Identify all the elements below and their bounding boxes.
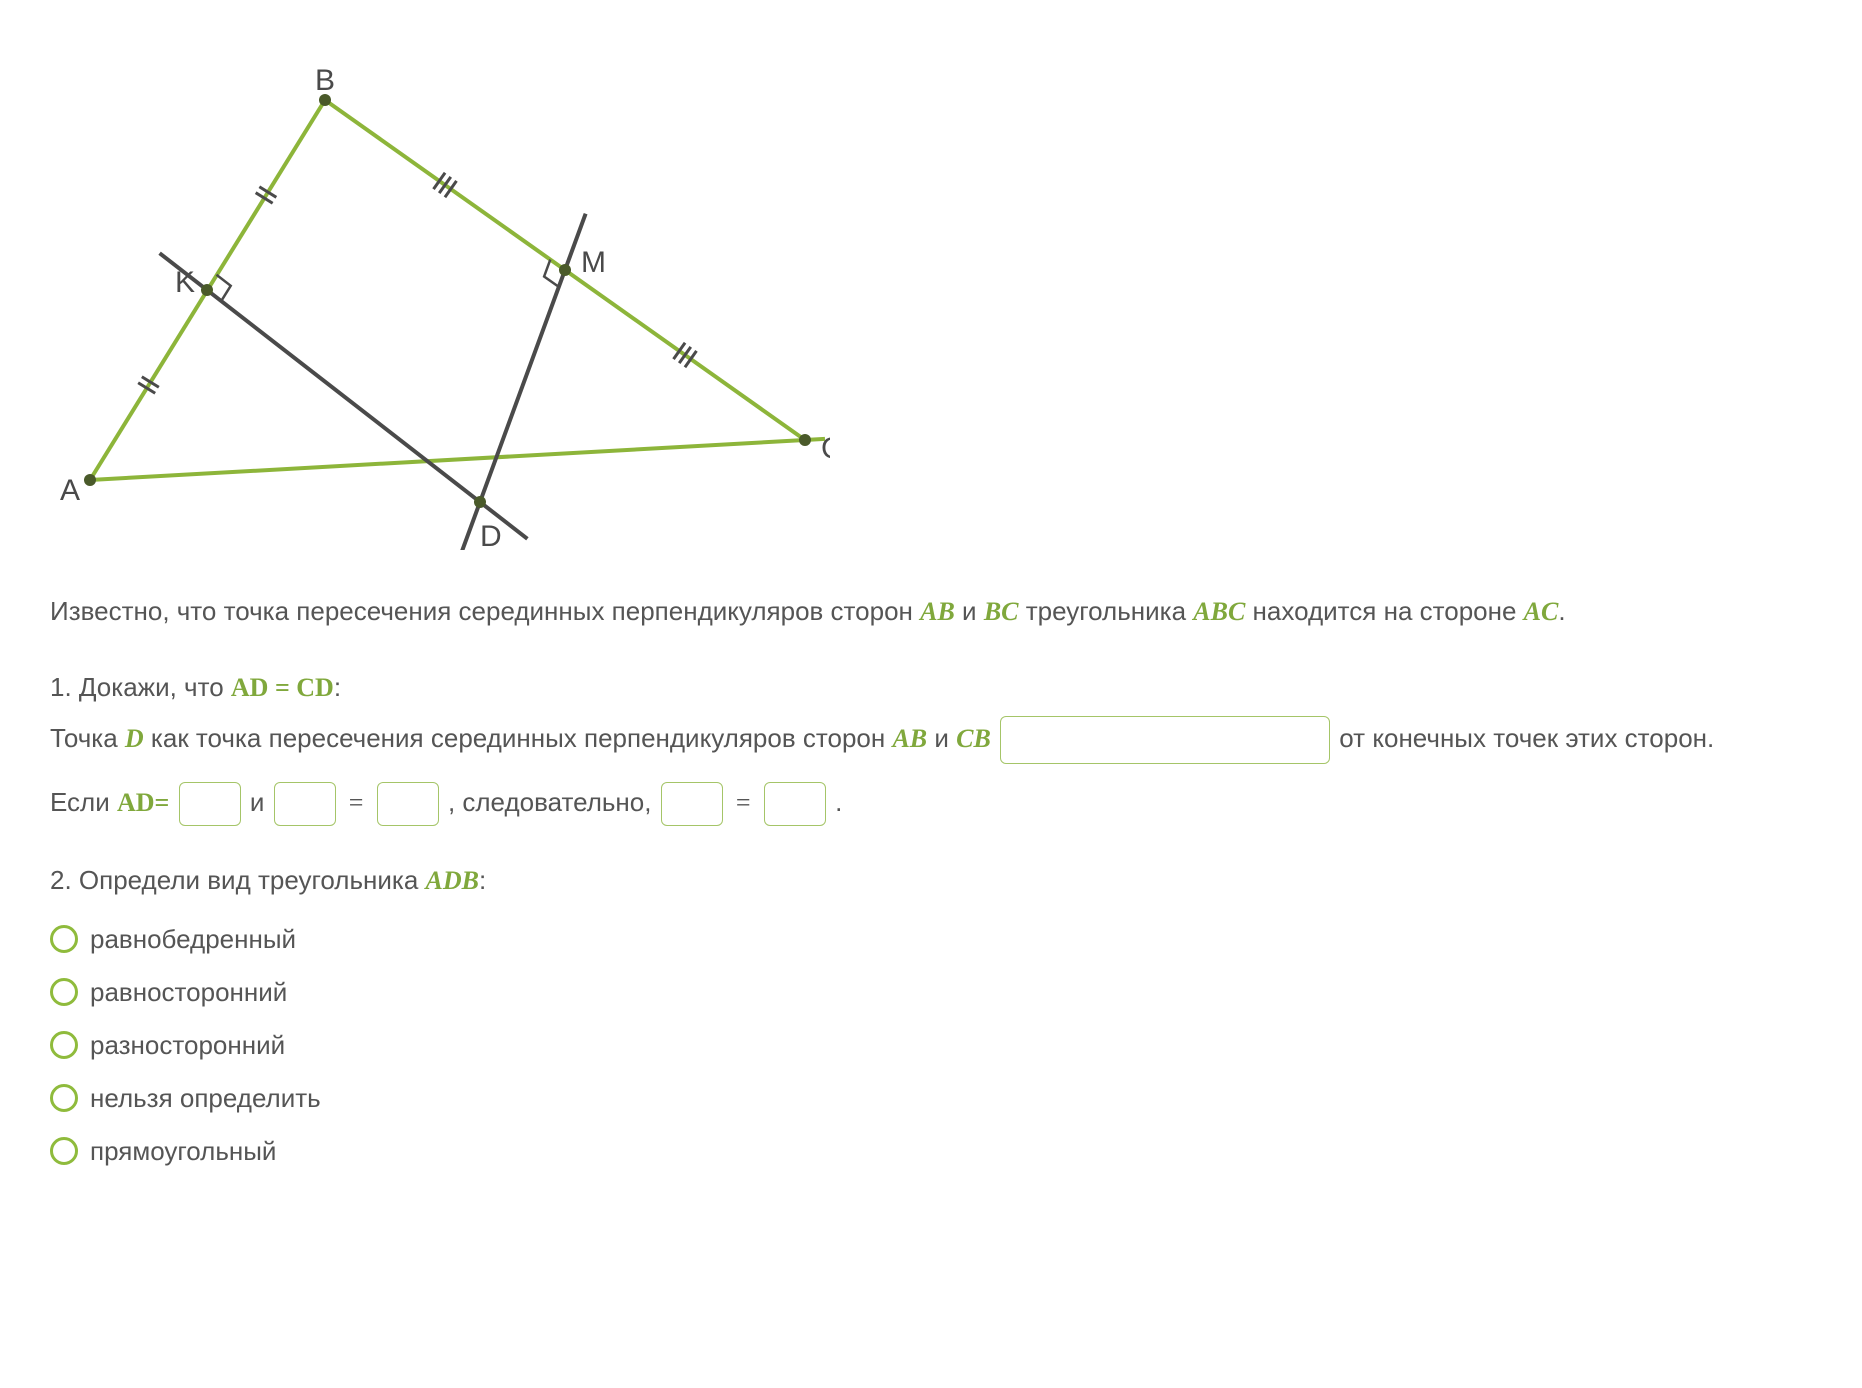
radio-option[interactable]: разносторонний [50, 1026, 1812, 1065]
q1-heading: 1. Докажи, что AD = CD: [50, 667, 1812, 709]
var-CB: CB [956, 724, 991, 753]
text: Известно, что точка пересечения серединн… [50, 596, 920, 626]
text: : [479, 865, 486, 895]
var-AB2: AB [892, 724, 927, 753]
intro-paragraph: Известно, что точка пересечения серединн… [50, 591, 1812, 633]
text [991, 723, 998, 753]
svg-text:D: D [480, 520, 502, 550]
equals-sign: = [736, 788, 751, 817]
var-AB: AB [920, 597, 955, 626]
radio-circle-icon [50, 1137, 78, 1165]
radio-label: разносторонний [90, 1026, 285, 1065]
equals-sign: = [349, 788, 364, 817]
text: . [1558, 596, 1565, 626]
blank-input-2[interactable] [179, 782, 241, 826]
text: как точка пересечения серединных перпенд… [144, 723, 893, 753]
radio-option[interactable]: равносторонний [50, 973, 1812, 1012]
text: : [334, 672, 341, 702]
svg-text:K: K [175, 266, 195, 299]
var-BC: BC [984, 597, 1019, 626]
svg-text:A: A [60, 474, 80, 507]
var-AC: AC [1524, 597, 1559, 626]
eq-AD-CD: AD = CD [231, 673, 334, 702]
text: , следовательно, [448, 787, 659, 817]
diagram-svg: A B C K M D [50, 40, 830, 550]
svg-text:C: C [821, 432, 830, 465]
var-AD: AD= [117, 788, 169, 817]
text: Точка [50, 723, 125, 753]
blank-input-6[interactable] [764, 782, 826, 826]
text: Если [50, 787, 117, 817]
radio-circle-icon [50, 1084, 78, 1112]
radio-label: равнобедренный [90, 920, 296, 959]
radio-group-triangle-type: равнобедренный равносторонний разносторо… [50, 920, 1812, 1171]
text: и [955, 596, 984, 626]
text: и [927, 723, 956, 753]
text: 1. Докажи, что [50, 672, 231, 702]
radio-option[interactable]: нельзя определить [50, 1079, 1812, 1118]
geometry-diagram: A B C K M D [50, 40, 1812, 561]
text: . [835, 787, 842, 817]
text: и [250, 787, 272, 817]
var-ABC: ABC [1193, 597, 1245, 626]
blank-input-3[interactable] [274, 782, 336, 826]
radio-circle-icon [50, 925, 78, 953]
text: находится на стороне [1245, 596, 1523, 626]
radio-label: нельзя определить [90, 1079, 321, 1118]
var-ADB: ADB [426, 866, 479, 895]
q2-heading: 2. Определи вид треугольника ADB: [50, 860, 1812, 902]
text: 2. Определи вид треугольника [50, 865, 426, 895]
text: от конечных точек этих сторон. [1339, 723, 1714, 753]
radio-circle-icon [50, 1031, 78, 1059]
var-D: D [125, 724, 144, 753]
text: треугольника [1019, 596, 1194, 626]
q1-line3: Если AD= и = , следовательно, = . [50, 782, 1812, 826]
radio-option[interactable]: прямоугольный [50, 1132, 1812, 1171]
radio-label: равносторонний [90, 973, 287, 1012]
svg-text:M: M [581, 246, 606, 279]
radio-option[interactable]: равнобедренный [50, 920, 1812, 959]
blank-input-4[interactable] [377, 782, 439, 826]
q1-line2: Точка D как точка пересечения серединных… [50, 716, 1812, 764]
radio-label: прямоугольный [90, 1132, 276, 1171]
blank-input-1[interactable] [1000, 716, 1330, 764]
svg-text:B: B [315, 64, 335, 97]
radio-circle-icon [50, 978, 78, 1006]
blank-input-5[interactable] [661, 782, 723, 826]
